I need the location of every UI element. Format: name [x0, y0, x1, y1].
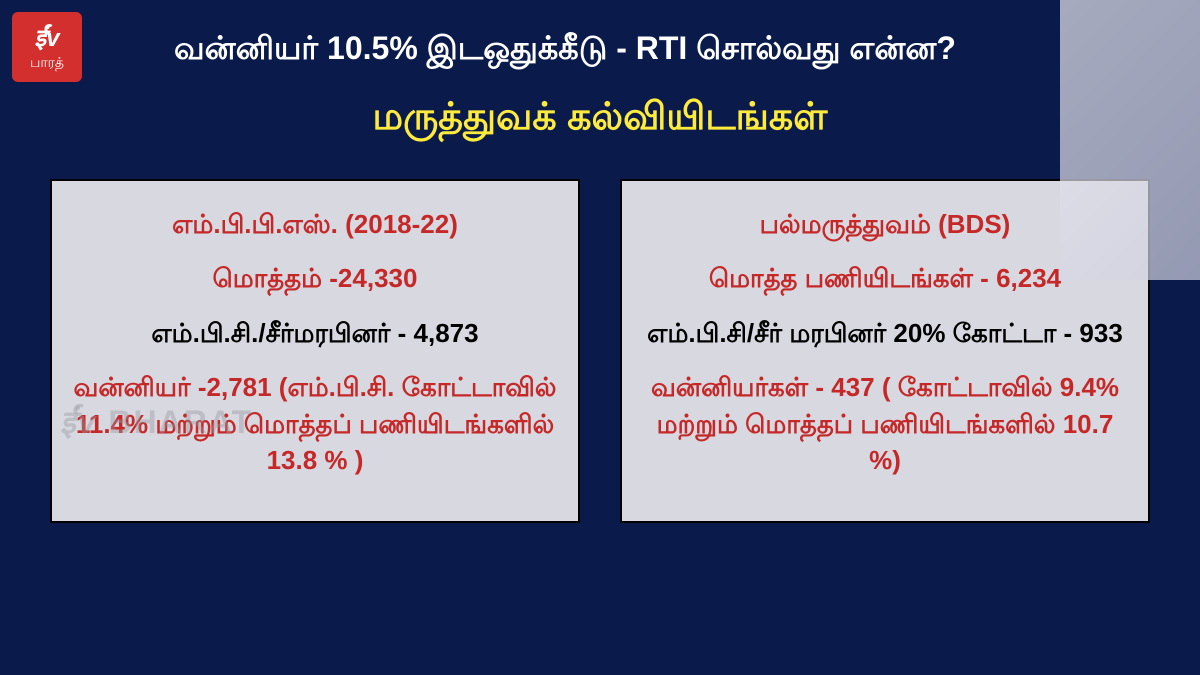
- left-panel-mbbs: எம்.பி.பி.எஸ். (2018-22) மொத்தம் -24,330…: [50, 179, 580, 523]
- page-subtitle: மருத்துவக் கல்வியிடங்கள்: [0, 96, 1200, 144]
- watermark-text: BHARAT: [108, 404, 253, 440]
- watermark: ईंv BHARAT: [60, 400, 253, 443]
- mbbs-mbc-count: எம்.பி.சி./சீர்மரபினர் - 4,873: [72, 315, 558, 351]
- page-title: வன்னியர் 10.5% இடஒதுக்கீடு - RTI சொல்வது…: [0, 0, 1200, 71]
- logo-top-text: ईंv: [34, 21, 59, 54]
- bds-mbc-quota: எம்.பி.சி/சீர் மரபினர் 20% கோட்டா - 933: [642, 315, 1128, 351]
- info-panels-container: எம்.பி.பி.எஸ். (2018-22) மொத்தம் -24,330…: [0, 179, 1200, 523]
- mbbs-total: மொத்தம் -24,330: [72, 260, 558, 296]
- channel-logo: ईंv பாரத்: [12, 12, 82, 82]
- watermark-icon: ईंv: [60, 400, 98, 443]
- bds-title: பல்மருத்துவம் (BDS): [642, 206, 1128, 242]
- doctor-background-image: [1060, 0, 1200, 280]
- bds-vanniyar-stats: வன்னியர்கள் - 437 ( கோட்டாவில் 9.4% மற்ற…: [642, 369, 1128, 478]
- logo-bottom-text: பாரத்: [30, 54, 64, 73]
- bds-total: மொத்த பணியிடங்கள் - 6,234: [642, 260, 1128, 296]
- mbbs-title: எம்.பி.பி.எஸ். (2018-22): [72, 206, 558, 242]
